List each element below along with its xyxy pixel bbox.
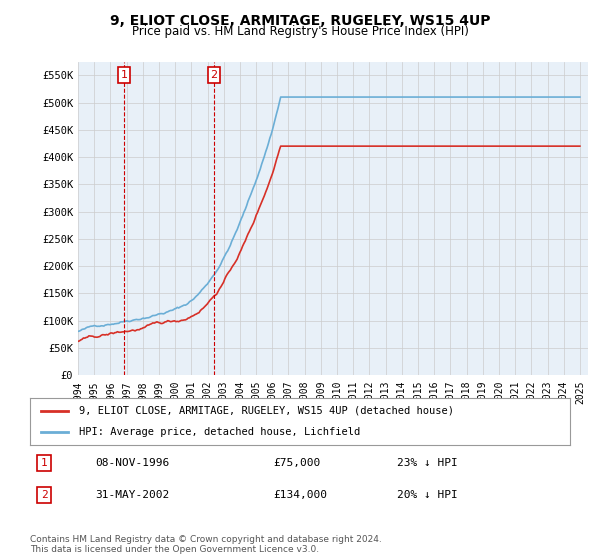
Text: Contains HM Land Registry data © Crown copyright and database right 2024.
This d: Contains HM Land Registry data © Crown c…: [30, 535, 382, 554]
Text: 1: 1: [41, 458, 47, 468]
Text: 1: 1: [121, 70, 128, 80]
Text: 9, ELIOT CLOSE, ARMITAGE, RUGELEY, WS15 4UP: 9, ELIOT CLOSE, ARMITAGE, RUGELEY, WS15 …: [110, 14, 490, 28]
Text: 23% ↓ HPI: 23% ↓ HPI: [397, 458, 458, 468]
Text: 31-MAY-2002: 31-MAY-2002: [95, 490, 169, 500]
Text: 9, ELIOT CLOSE, ARMITAGE, RUGELEY, WS15 4UP (detached house): 9, ELIOT CLOSE, ARMITAGE, RUGELEY, WS15 …: [79, 406, 454, 416]
Text: £134,000: £134,000: [273, 490, 327, 500]
Text: 2: 2: [41, 490, 47, 500]
Text: 2: 2: [211, 70, 218, 80]
Text: £75,000: £75,000: [273, 458, 320, 468]
Text: Price paid vs. HM Land Registry's House Price Index (HPI): Price paid vs. HM Land Registry's House …: [131, 25, 469, 38]
Text: HPI: Average price, detached house, Lichfield: HPI: Average price, detached house, Lich…: [79, 427, 360, 437]
Text: 20% ↓ HPI: 20% ↓ HPI: [397, 490, 458, 500]
Text: 08-NOV-1996: 08-NOV-1996: [95, 458, 169, 468]
